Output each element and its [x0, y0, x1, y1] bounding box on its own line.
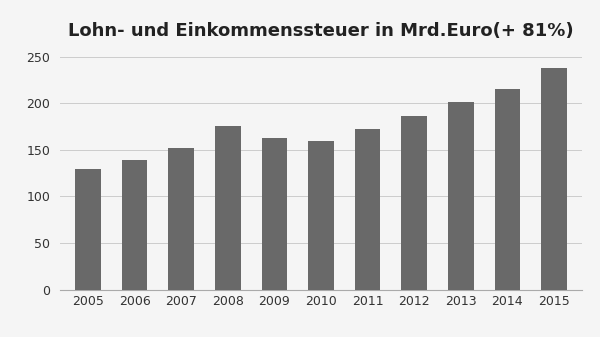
Bar	[169, 148, 194, 290]
Bar	[75, 170, 101, 290]
Bar	[494, 89, 520, 290]
Bar	[262, 138, 287, 290]
Bar	[308, 141, 334, 290]
Bar	[355, 129, 380, 290]
Bar	[401, 116, 427, 290]
Bar	[215, 126, 241, 290]
Title: Lohn- und Einkommenssteuer in Mrd.Euro(+ 81%): Lohn- und Einkommenssteuer in Mrd.Euro(+…	[68, 22, 574, 40]
Bar	[541, 68, 567, 290]
Bar	[448, 102, 473, 290]
Bar	[122, 160, 148, 290]
